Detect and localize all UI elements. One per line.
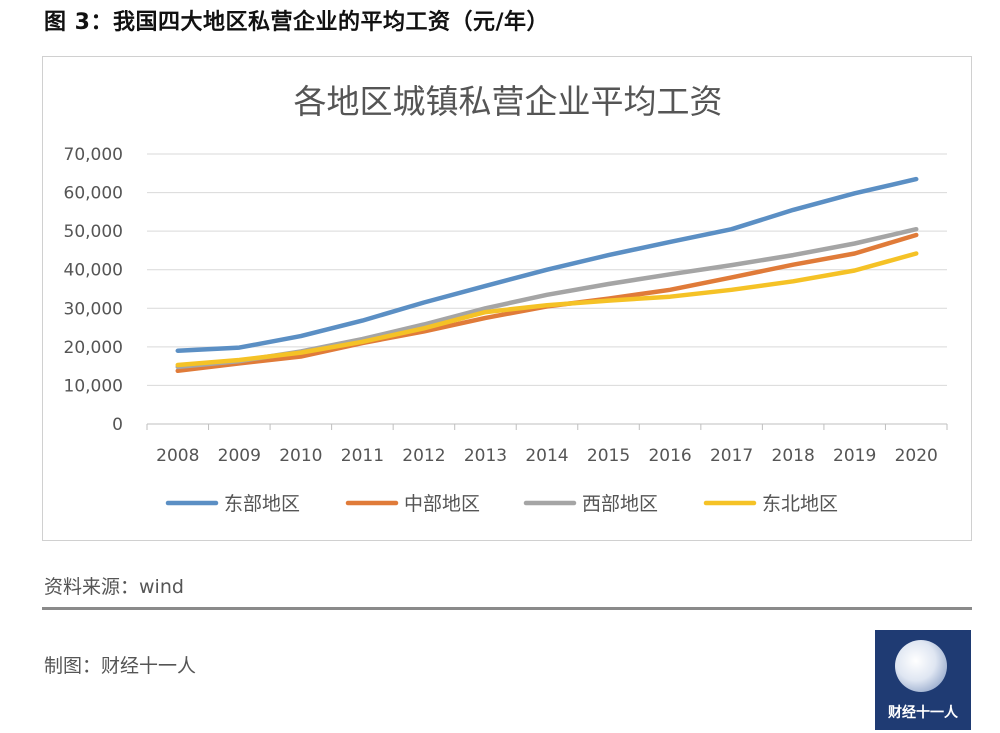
series-line-2 [175, 232, 919, 374]
x-tick-label: 2013 [464, 446, 507, 466]
x-tick-label: 2009 [218, 446, 261, 466]
series-line-4 [175, 251, 919, 368]
x-tick-label: 2012 [402, 446, 445, 466]
y-tick-label: 10,000 [64, 376, 123, 396]
x-tick-label: 2018 [772, 446, 815, 466]
maker-note: 制图：财经十一人 [44, 655, 197, 677]
chart-container: 各地区城镇私营企业平均工资 0 10,000 20,000 30,000 40,000 50… [42, 56, 972, 541]
y-tick-label: 0 [112, 415, 123, 435]
chart-title: 各地区城镇私营企业平均工资 [294, 82, 723, 121]
series-line-1 [175, 176, 919, 353]
x-tick-label: 2020 [895, 446, 938, 466]
x-tick-label: 2015 [587, 446, 630, 466]
y-tick-label: 60,000 [64, 184, 123, 204]
legend-label: 西部地区 [582, 493, 658, 515]
x-tick-label: 2008 [156, 446, 199, 466]
publisher-logo: 财经十一人 [875, 630, 971, 730]
x-tick-label: 2014 [525, 446, 568, 466]
x-tick-label: 2016 [648, 446, 691, 466]
y-tick-label: 20,000 [64, 338, 123, 358]
x-tick-label: 2017 [710, 446, 753, 466]
y-tick-label: 30,000 [64, 299, 123, 319]
x-tick-label: 2011 [341, 446, 384, 466]
x-tick-label: 2019 [833, 446, 876, 466]
series-line-3 [175, 226, 919, 370]
logo-text: 财经十一人 [888, 705, 958, 721]
legend-label: 中部地区 [404, 493, 480, 515]
y-tick-label: 50,000 [64, 222, 123, 242]
y-tick-label: 40,000 [64, 261, 123, 281]
x-tick-label: 2010 [279, 446, 322, 466]
globe-icon [895, 640, 947, 692]
figure-title: 图 3：我国四大地区私营企业的平均工资（元/年） [44, 10, 550, 35]
legend-label: 东北地区 [762, 493, 838, 515]
legend-label: 东部地区 [224, 493, 300, 515]
divider-line [42, 607, 972, 610]
line-chart: 各地区城镇私营企业平均工资 0 10,000 20,000 30,000 40,000 50… [64, 82, 948, 515]
y-tick-label: 70,000 [64, 145, 123, 165]
source-note: 资料来源：wind [44, 576, 184, 598]
